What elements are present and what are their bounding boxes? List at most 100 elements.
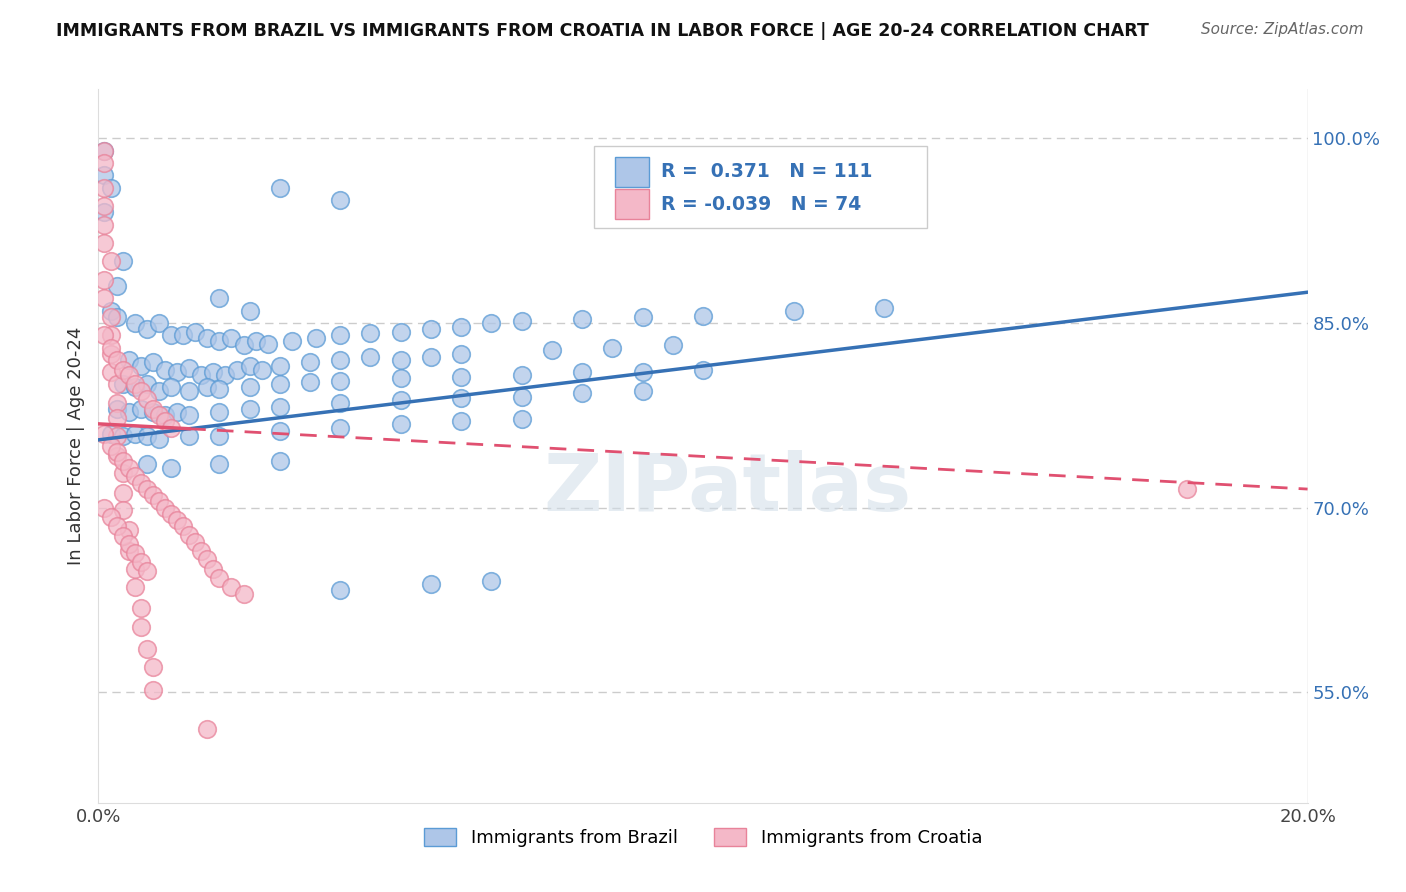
Point	[269, 454, 291, 468]
Point	[571, 365, 593, 379]
Point	[305, 331, 328, 345]
Point	[269, 359, 291, 373]
Point	[129, 359, 152, 373]
Point	[148, 384, 170, 398]
Text: R = -0.039   N = 74: R = -0.039 N = 74	[661, 194, 860, 213]
Point	[179, 384, 201, 398]
Point	[135, 377, 157, 392]
Point	[179, 429, 201, 443]
Point	[111, 429, 134, 443]
Text: IMMIGRANTS FROM BRAZIL VS IMMIGRANTS FROM CROATIA IN LABOR FORCE | AGE 20-24 COR: IMMIGRANTS FROM BRAZIL VS IMMIGRANTS FRO…	[56, 22, 1149, 40]
Point	[389, 325, 412, 339]
Point	[129, 555, 152, 569]
Point	[571, 312, 593, 326]
Point	[135, 392, 157, 407]
Point	[100, 347, 122, 361]
Point	[105, 449, 128, 463]
Point	[420, 322, 443, 336]
Point	[195, 722, 218, 736]
Point	[190, 368, 212, 382]
Point	[450, 347, 472, 361]
Point	[124, 380, 146, 394]
Point	[420, 351, 443, 365]
Point	[93, 273, 115, 287]
Point	[208, 429, 231, 443]
Point	[105, 310, 128, 324]
Point	[195, 331, 218, 345]
Point	[239, 380, 262, 394]
Point	[105, 519, 128, 533]
Point	[360, 351, 382, 365]
Point	[93, 218, 115, 232]
Point	[184, 325, 207, 339]
Point	[100, 254, 122, 268]
Point	[105, 402, 128, 417]
Point	[129, 601, 152, 615]
Point	[481, 574, 503, 589]
Point	[510, 412, 533, 426]
Point	[105, 410, 128, 425]
Point	[269, 180, 291, 194]
Point	[142, 682, 165, 697]
Point	[100, 510, 122, 524]
Point	[142, 404, 165, 418]
Point	[100, 310, 122, 324]
Point	[93, 328, 115, 343]
Point	[510, 368, 533, 382]
Point	[208, 334, 231, 349]
Point	[299, 375, 322, 389]
Legend: Immigrants from Brazil, Immigrants from Croatia: Immigrants from Brazil, Immigrants from …	[416, 821, 990, 855]
Point	[239, 359, 262, 373]
Point	[281, 334, 304, 349]
Point	[329, 193, 352, 207]
Point	[93, 426, 115, 441]
Point	[124, 426, 146, 441]
Point	[510, 313, 533, 327]
Point	[118, 537, 141, 551]
Point	[153, 409, 176, 423]
Point	[111, 254, 134, 268]
Point	[153, 414, 176, 428]
Point	[105, 279, 128, 293]
Point	[124, 562, 146, 576]
Point	[250, 362, 273, 376]
Point	[329, 374, 352, 388]
Point	[221, 331, 243, 345]
Point	[153, 500, 176, 515]
Point	[118, 404, 141, 418]
Point	[208, 291, 231, 305]
Point	[111, 377, 134, 392]
Point	[571, 386, 593, 401]
Point	[450, 391, 472, 405]
Point	[172, 328, 194, 343]
Point	[118, 543, 141, 558]
Point	[166, 513, 188, 527]
Point	[179, 361, 201, 376]
Point	[135, 429, 157, 443]
Point	[105, 396, 128, 410]
Point	[166, 365, 188, 379]
Point	[540, 343, 562, 357]
Point	[360, 326, 382, 340]
Point	[135, 482, 157, 496]
Point	[179, 527, 201, 541]
Point	[100, 341, 122, 355]
Point	[93, 500, 115, 515]
Point	[195, 380, 218, 394]
Point	[661, 338, 683, 352]
Point	[111, 503, 134, 517]
Point	[299, 355, 322, 369]
Point	[450, 370, 472, 384]
Point	[142, 402, 165, 417]
Point	[93, 144, 115, 158]
Point	[602, 341, 624, 355]
Point	[160, 328, 183, 343]
Point	[148, 432, 170, 446]
Point	[93, 291, 115, 305]
Point	[111, 454, 134, 468]
Point	[124, 316, 146, 330]
Point	[389, 352, 412, 367]
Point	[450, 319, 472, 334]
Point	[111, 485, 134, 500]
Point	[450, 414, 472, 428]
